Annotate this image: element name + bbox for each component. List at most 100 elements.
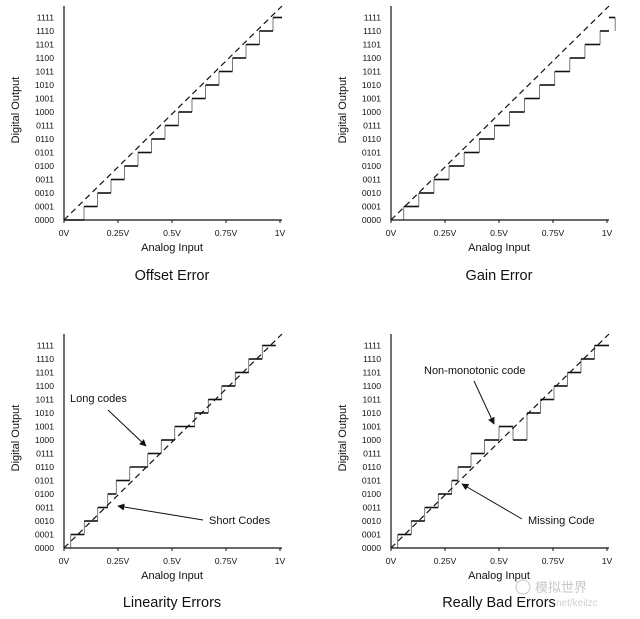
annotation-arrow (117, 503, 204, 521)
annotation-long-codes: Long codes (70, 393, 127, 405)
x-tick-label: 0V (386, 228, 397, 238)
y-tick-label: 0110 (36, 462, 55, 472)
y-tick-label: 1101 (363, 40, 382, 50)
y-tick-label: 0001 (362, 530, 381, 540)
y-tick-label: 0011 (363, 175, 382, 185)
x-tick-label: 0.5V (490, 228, 508, 238)
y-tick-label: 0000 (362, 543, 381, 553)
y-tick-label: 1111 (37, 341, 54, 351)
panel-title-gain-error: Gain Error (466, 268, 533, 284)
y-tick-label: 1000 (35, 107, 54, 117)
y-tick-label: 1011 (363, 67, 382, 77)
y-tick-label: 1101 (36, 40, 55, 50)
watermark-logo-icon (515, 579, 531, 595)
y-tick-label: 1010 (35, 408, 54, 418)
y-tick-label: 0100 (35, 489, 54, 499)
y-tick-label: 0110 (363, 462, 382, 472)
annotation-missing-code: Missing Code (528, 515, 595, 527)
panel-title-linearity-errors: Linearity Errors (123, 595, 221, 611)
x-tick-label: 0.25V (107, 556, 130, 566)
y-tick-label: 1000 (362, 435, 381, 445)
ideal-transfer-line (63, 333, 283, 549)
y-tick-label: 0111 (363, 121, 381, 131)
y-tick-label: 0011 (363, 503, 382, 513)
watermark-text: 模拟世界 (535, 580, 587, 595)
y-tick-label: 1110 (36, 354, 54, 364)
panel-linearity-errors: 0000 0001 0010 0011 0100 0101 0110 0111 1000 1001… (35, 333, 286, 566)
y-tick-label: 0110 (36, 134, 55, 144)
y-tick-label: 1110 (363, 26, 381, 36)
x-tick-label: 0.5V (163, 556, 181, 566)
y-tick-label: 0100 (362, 161, 381, 171)
y-tick-label: 1101 (363, 368, 382, 378)
y-axis-label: Digital Output (10, 77, 22, 144)
y-tick-label: 1001 (35, 94, 54, 104)
y-tick-label: 0010 (362, 188, 381, 198)
y-tick-label: 1111 (37, 13, 54, 23)
x-tick-label: 0V (386, 556, 397, 566)
x-axis-label: Analog Input (141, 242, 203, 254)
y-axis-label: Digital Output (337, 77, 349, 144)
y-tick-label: 1010 (362, 80, 381, 90)
panel-title-really-bad-errors: Really Bad Errors (442, 595, 556, 611)
annotation-arrow (461, 483, 523, 520)
y-tick-label: 1011 (363, 395, 382, 405)
y-tick-label: 1010 (35, 80, 54, 90)
y-tick-label: 1010 (362, 408, 381, 418)
x-tick-label: 1V (275, 556, 286, 566)
y-tick-label: 0100 (362, 489, 381, 499)
y-axis-label: Digital Output (10, 405, 22, 472)
x-tick-label: 1V (275, 228, 286, 238)
x-tick-label: 0.25V (107, 228, 130, 238)
panel-offset-error: 0000 0001 0010 0011 0100 0101 0110 0111 1000 1001… (35, 5, 286, 238)
y-tick-label: 1110 (363, 354, 381, 364)
y-tick-label: 0111 (36, 449, 54, 459)
x-tick-label: 0V (59, 556, 70, 566)
x-tick-label: 0.75V (215, 228, 238, 238)
y-tick-label: 0111 (36, 121, 54, 131)
y-tick-label: 0010 (35, 188, 54, 198)
y-tick-label: 1000 (362, 107, 381, 117)
y-tick-label: 0011 (36, 175, 55, 185)
y-axis-label: Digital Output (337, 405, 349, 472)
watermark: 模拟世界 net/keilzc (515, 579, 598, 609)
y-tick-label: 1001 (362, 422, 381, 432)
y-tick-label: 0101 (35, 148, 54, 158)
x-tick-label: 0.25V (434, 556, 457, 566)
y-tick-label: 1011 (36, 67, 55, 77)
y-tick-label: 1111 (364, 13, 381, 23)
x-tick-label: 0V (59, 228, 70, 238)
x-tick-label: 1V (602, 556, 613, 566)
y-tick-label: 0010 (35, 516, 54, 526)
y-tick-label: 1100 (363, 381, 382, 391)
y-tick-label: 0100 (35, 161, 54, 171)
y-tick-label: 1100 (36, 381, 55, 391)
y-tick-label: 0000 (35, 215, 54, 225)
x-tick-label: 0.75V (542, 228, 565, 238)
x-tick-label: 0.5V (163, 228, 181, 238)
annotation-short-codes: Short Codes (209, 515, 271, 527)
y-tick-label: 0000 (362, 215, 381, 225)
y-tick-label: 1001 (362, 94, 381, 104)
ideal-transfer-line (390, 333, 610, 549)
y-tick-label: 1100 (363, 53, 382, 63)
y-tick-label: 0101 (362, 476, 381, 486)
y-tick-label: 1111 (364, 341, 381, 351)
y-tick-label: 0001 (362, 202, 381, 212)
panel-gain-error: 0000 0001 0010 0011 0100 0101 0110 0111 1000 1001… (362, 5, 616, 238)
y-tick-label: 0101 (35, 476, 54, 486)
annotation-arrow (107, 409, 147, 447)
y-tick-label: 1001 (35, 422, 54, 432)
ideal-transfer-line (63, 5, 283, 221)
x-tick-label: 1V (602, 228, 613, 238)
y-tick-label: 1011 (36, 395, 55, 405)
y-tick-label: 1110 (36, 26, 54, 36)
annotation-arrow (473, 380, 495, 425)
x-tick-label: 0.25V (434, 228, 457, 238)
y-tick-label: 0001 (35, 202, 54, 212)
x-tick-label: 0.75V (542, 556, 565, 566)
ideal-transfer-line (390, 5, 610, 221)
y-tick-label: 1100 (36, 53, 55, 63)
panel-really-bad-errors: 0000 0001 0010 0011 0100 0101 0110 0111 1000 1001… (362, 333, 613, 566)
